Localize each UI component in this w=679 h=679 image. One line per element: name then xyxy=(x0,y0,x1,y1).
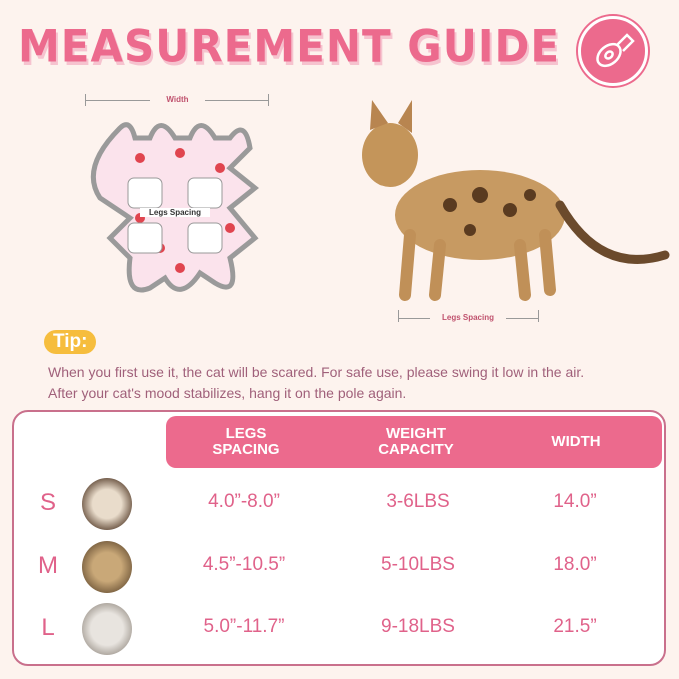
page-title: MEASUREMENT GUIDE xyxy=(18,20,561,73)
cat-legs-spacing-label: Legs Spacing xyxy=(430,313,506,322)
tip-text: When you first use it, the cat will be s… xyxy=(48,364,585,401)
size-label: M xyxy=(38,552,58,579)
siamese-cat-photo xyxy=(82,478,132,530)
table-header: LEGS SPACING WEIGHT CAPACITY WIDTH xyxy=(166,416,662,468)
width-value: 21.5” xyxy=(553,616,597,637)
weight-value: 5-10LBS xyxy=(381,554,455,575)
legs-spacing-label: Legs Spacing xyxy=(140,208,210,217)
legs-spacing-value: 5.0”-11.7” xyxy=(203,616,285,637)
header-weight-capacity: WEIGHT CAPACITY xyxy=(378,425,454,458)
table-row: L 5.0”-11.7” 9-18LBS 21.5” xyxy=(14,599,664,659)
header-legs-spacing: LEGS SPACING xyxy=(212,425,280,458)
size-table: LEGS SPACING WEIGHT CAPACITY WIDTH S 4.0… xyxy=(12,410,666,666)
width-label: Width xyxy=(150,95,205,104)
size-label: L xyxy=(41,614,55,641)
width-value: 18.0” xyxy=(553,554,597,575)
header-width: WIDTH xyxy=(551,433,601,450)
tabby-cat-photo xyxy=(82,541,132,593)
legs-spacing-value: 4.5”-10.5” xyxy=(202,554,286,575)
measuring-tape-icon xyxy=(578,16,648,86)
weight-value: 9-18LBS xyxy=(381,616,455,637)
recovery-suit-image xyxy=(90,122,260,293)
width-value: 14.0” xyxy=(553,491,597,512)
table-row: M 4.5”-10.5” 5-10LBS 18.0” xyxy=(14,537,664,597)
size-label: S xyxy=(39,489,56,516)
table-row: S 4.0”-8.0” 3-6LBS 14.0” xyxy=(14,474,664,534)
legs-spacing-value: 4.0”-8.0” xyxy=(208,491,280,512)
tip-badge: Tip: xyxy=(44,330,97,354)
bengal-cat-image xyxy=(362,100,670,301)
british-shorthair-photo xyxy=(82,603,132,655)
weight-value: 3-6LBS xyxy=(386,491,450,512)
